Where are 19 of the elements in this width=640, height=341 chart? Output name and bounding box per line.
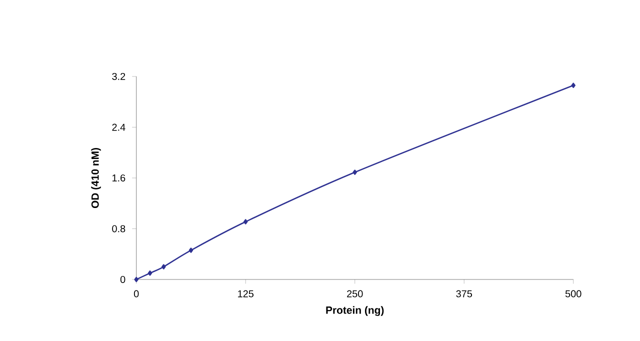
- point: [352, 170, 358, 175]
- point: [134, 276, 138, 282]
- x-axis-title: Protein (ng): [326, 306, 384, 316]
- point: [243, 219, 248, 224]
- point: [188, 248, 194, 253]
- y-tick-label: 2.4: [112, 124, 126, 131]
- y-tick-label: 3.2: [112, 72, 126, 80]
- y-tick-label: 0: [120, 276, 126, 283]
- x-tick-label: 125: [238, 290, 254, 298]
- y-axis-title: OD (410 nM): [91, 148, 101, 208]
- point: [148, 270, 152, 276]
- x-tick-label: 375: [456, 290, 472, 298]
- y-tick-label: 0.8: [112, 225, 126, 232]
- point: [162, 264, 166, 270]
- y-tick-label: 1.6: [112, 174, 126, 182]
- point: [571, 82, 576, 88]
- x-tick-label: 500: [565, 290, 582, 298]
- x-tick-label: 250: [347, 290, 363, 298]
- x-tick-label: 0: [134, 290, 139, 298]
